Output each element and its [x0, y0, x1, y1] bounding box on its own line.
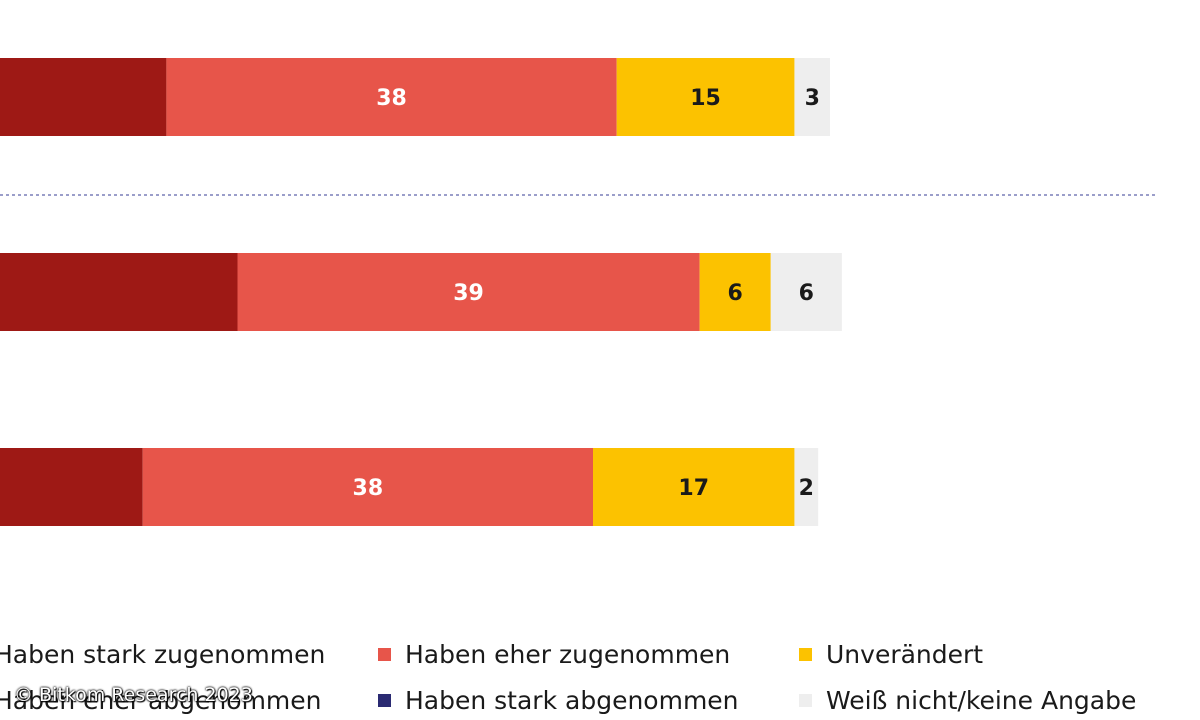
- legend-label: Unverändert: [826, 640, 984, 669]
- legend-label: Haben eher zugenommen: [405, 640, 731, 669]
- bar-segment-3-4: [794, 448, 819, 526]
- stacked-bar-chart: 44381535039664238172: [0, 58, 1158, 526]
- legend-swatch: [378, 648, 391, 661]
- bar-segment-1-1: [0, 58, 167, 136]
- bar-segment-2-4: [770, 253, 842, 331]
- bar-value-label-3-3: 17: [678, 476, 709, 501]
- legend-item-eher-zugenommen: Haben eher zugenommen: [378, 640, 730, 669]
- legend-item-stark-zugenommen: Haben stark zugenommen: [0, 640, 325, 669]
- bar-value-label-2-2: 39: [453, 281, 484, 306]
- bar-segment-1-3: [616, 58, 795, 136]
- legend-item-eher-abgenommen: Haben eher abgenommen: [0, 686, 322, 715]
- legend: Haben stark zugenommen Haben eher zugeno…: [0, 638, 1200, 720]
- bar-segment-1-2: [166, 58, 617, 136]
- legend-label: Haben eher abgenommen: [0, 686, 322, 715]
- legend-swatch: [799, 694, 812, 707]
- bar-segment-1-4: [794, 58, 830, 136]
- bar-segment-3-2: [142, 448, 593, 526]
- bar-value-label-3-4: 2: [799, 476, 814, 501]
- bar-value-label-1-4: 3: [805, 86, 820, 111]
- bar-value-label-3-2: 38: [353, 476, 384, 501]
- bar-segment-2-2: [237, 253, 700, 331]
- bar-value-label-1-2: 38: [376, 86, 407, 111]
- bar-segment-2-1: [0, 253, 238, 331]
- legend-item-unveraendert: Unverändert: [799, 640, 983, 669]
- copyright-notice: © Bitkom Research 2023: [14, 684, 253, 706]
- legend-label: Haben stark zugenommen: [0, 640, 326, 669]
- legend-label: Weiß nicht/keine Angabe: [826, 686, 1137, 715]
- bar-value-label-1-3: 15: [690, 86, 721, 111]
- legend-item-stark-abgenommen: Haben stark abgenommen: [378, 686, 739, 715]
- bar-value-label-2-3: 6: [728, 281, 743, 306]
- bar-segment-3-3: [593, 448, 795, 526]
- legend-label: Haben stark abgenommen: [405, 686, 739, 715]
- bar-segment-3-1: [0, 448, 143, 526]
- bar-value-label-2-4: 6: [799, 281, 814, 306]
- legend-swatch: [378, 694, 391, 707]
- legend-item-weiss-nicht: Weiß nicht/keine Angabe: [799, 686, 1136, 715]
- legend-swatch: [799, 648, 812, 661]
- bar-segment-2-3: [699, 253, 771, 331]
